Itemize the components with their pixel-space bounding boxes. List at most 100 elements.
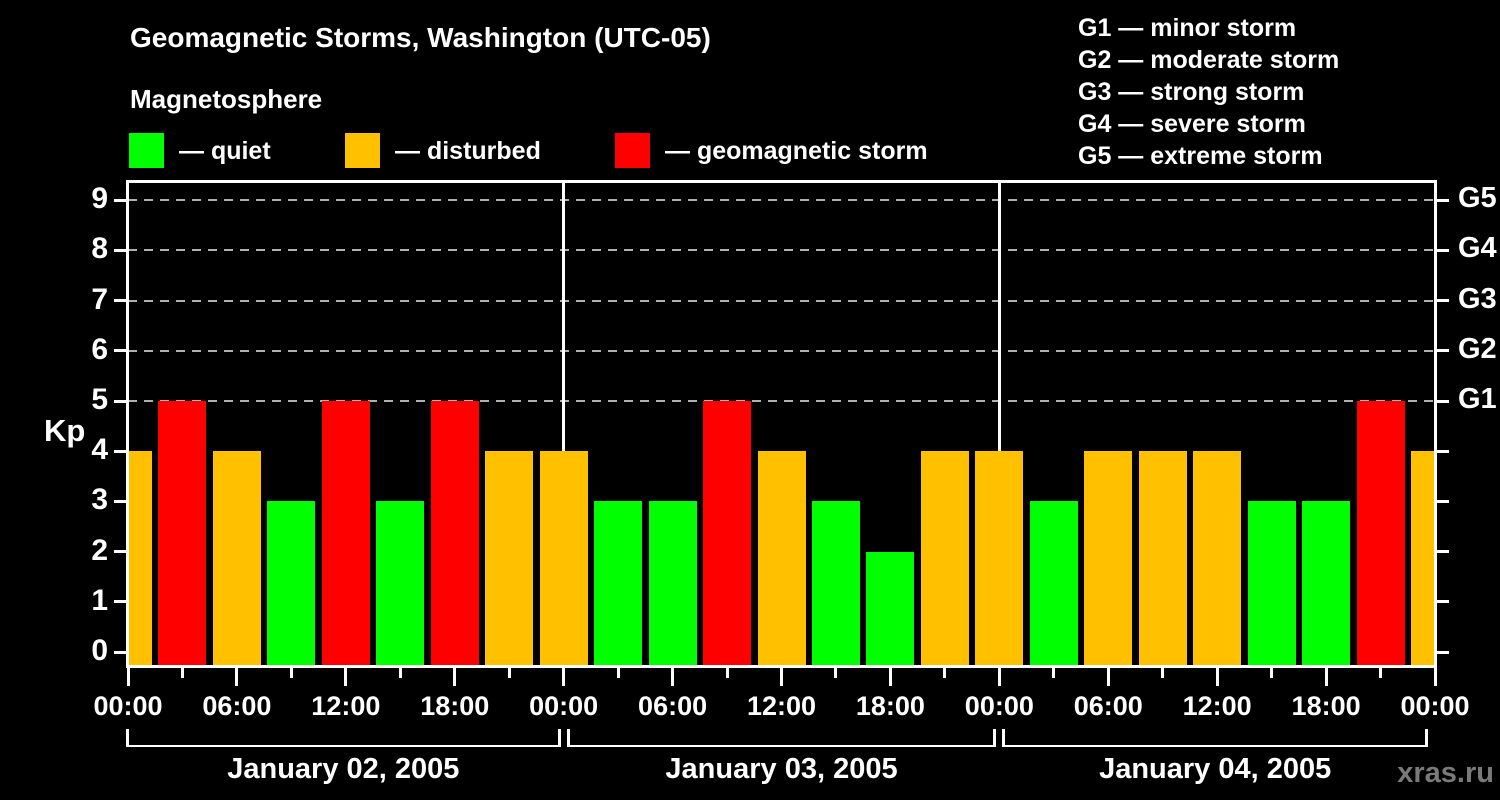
x-major-tick <box>1106 668 1110 686</box>
day-label: January 03, 2005 <box>665 753 898 785</box>
day-label: January 02, 2005 <box>227 753 460 785</box>
x-minor-tick <box>398 668 402 678</box>
day-label: January 04, 2005 <box>1099 753 1332 785</box>
g-legend-line: G3 — strong storm <box>1078 78 1305 106</box>
x-major-tick <box>671 668 675 686</box>
legend-label: — disturbed <box>395 137 541 165</box>
x-tick-label: 00:00 <box>1400 691 1470 721</box>
legend-label: — quiet <box>179 137 271 165</box>
plot-border-top <box>126 180 1437 183</box>
x-minor-tick <box>1270 668 1274 678</box>
g-legend-line: G4 — severe storm <box>1078 110 1306 138</box>
x-minor-tick <box>1161 668 1165 678</box>
kp-bar <box>1302 501 1351 667</box>
x-tick-label: 12:00 <box>1182 691 1252 721</box>
day-separator-line <box>997 181 1001 667</box>
day-bracket-tick <box>566 729 570 746</box>
kp-bar <box>866 551 915 667</box>
kp-bar <box>128 451 152 667</box>
y-tick <box>114 650 126 654</box>
y-tick <box>114 399 126 403</box>
y-tick <box>114 449 126 453</box>
legend-swatch-disturbed <box>345 133 380 168</box>
g-legend-line: G1 — minor storm <box>1078 14 1297 42</box>
g-legend-line: G5 — extreme storm <box>1078 142 1323 170</box>
x-tick-label: 00:00 <box>964 691 1034 721</box>
y-tick-right <box>1437 349 1449 353</box>
y-tick-label: 7 <box>91 282 108 316</box>
x-major-tick <box>1324 668 1328 686</box>
day-bracket-tick <box>1002 729 1006 746</box>
kp-bar <box>1084 451 1133 667</box>
x-tick-label: 06:00 <box>1073 691 1143 721</box>
gridline-kp-7 <box>128 299 1435 302</box>
x-major-tick <box>1215 668 1219 686</box>
y-tick-right <box>1437 650 1449 654</box>
y-tick-label: 5 <box>91 383 108 416</box>
kp-bar <box>376 501 425 667</box>
x-major-tick <box>562 668 566 686</box>
y-tick-label: 0 <box>91 634 108 667</box>
x-tick-label: 06:00 <box>202 691 272 721</box>
kp-bar <box>648 501 697 667</box>
kp-bar <box>1247 501 1296 667</box>
kp-bar <box>757 451 806 667</box>
gridline-kp-8 <box>128 249 1435 252</box>
kp-bar <box>1193 451 1242 667</box>
y-axis-left <box>126 180 129 668</box>
chart-title: Geomagnetic Storms, Washington (UTC-05) <box>130 22 711 53</box>
x-minor-tick <box>943 668 947 678</box>
x-minor-tick <box>725 668 729 678</box>
x-minor-tick <box>616 668 620 678</box>
day-separator-line <box>562 181 566 667</box>
plot-area <box>128 181 1435 667</box>
x-minor-tick <box>507 668 511 678</box>
x-minor-tick <box>180 668 184 678</box>
kp-bar <box>321 401 370 667</box>
kp-bar <box>1029 501 1078 667</box>
kp-bar <box>212 451 261 667</box>
y-tick-label: 2 <box>91 533 108 567</box>
x-tick-label: 12:00 <box>311 691 381 721</box>
y-tick-label: 6 <box>91 332 108 366</box>
x-major-tick <box>126 668 130 686</box>
g-legend-line: G2 — moderate storm <box>1078 46 1340 74</box>
x-axis-baseline <box>126 665 1437 668</box>
y-tick-right <box>1437 449 1449 453</box>
y-tick-right <box>1437 600 1449 604</box>
x-tick-label: 12:00 <box>746 691 817 721</box>
y-tick-label: 8 <box>91 232 108 266</box>
x-major-tick <box>997 668 1001 686</box>
kp-bar <box>485 451 534 667</box>
g-scale-legend: G1 — minor storm G2 — moderate storm G3 — … <box>1078 12 1339 172</box>
kp-bar <box>430 401 479 667</box>
kp-bar <box>267 501 316 667</box>
chart-subtitle: Magnetosphere <box>130 84 323 114</box>
y-tick <box>114 349 126 353</box>
g-level-label: G3 <box>1458 282 1497 315</box>
x-major-tick <box>344 668 348 686</box>
gridline-kp-9 <box>128 199 1435 202</box>
y-tick-right <box>1437 499 1449 503</box>
y-tick-label: 9 <box>91 182 108 216</box>
kp-bar <box>811 501 860 667</box>
x-tick-label: 00:00 <box>93 691 163 721</box>
day-bracket-line <box>566 745 997 747</box>
x-tick-label: 00:00 <box>529 691 599 721</box>
day-bracket-tick <box>557 729 561 746</box>
g-level-label: G1 <box>1458 383 1497 415</box>
legend-label: — geomagnetic storm <box>665 137 928 165</box>
y-tick <box>114 248 126 252</box>
y-tick-label: 4 <box>91 433 108 467</box>
x-minor-tick <box>1052 668 1056 678</box>
day-bracket-line <box>126 745 561 747</box>
g-level-label: G2 <box>1458 332 1497 365</box>
kp-bar <box>1138 451 1187 667</box>
gridline-kp-6 <box>128 349 1435 352</box>
kp-bar <box>594 501 643 667</box>
y-tick <box>114 600 126 604</box>
kp-bar <box>920 451 969 667</box>
x-major-tick <box>453 668 457 686</box>
x-minor-tick <box>834 668 838 678</box>
